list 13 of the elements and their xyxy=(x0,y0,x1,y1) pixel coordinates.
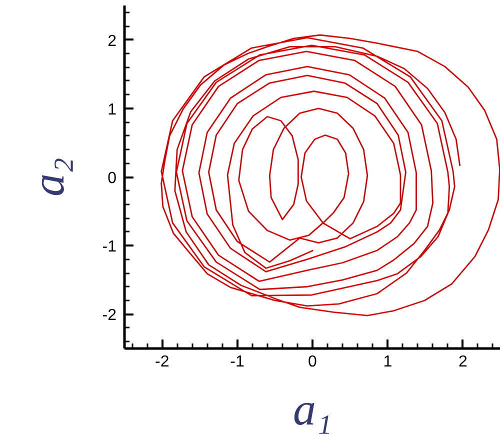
x-tick-label: 1 xyxy=(383,354,392,370)
x-axis-title: a₁ xyxy=(293,384,332,434)
y-axis-title: a₂ xyxy=(22,157,74,196)
x-tick-label: 2 xyxy=(458,354,468,370)
y-tick-label: 1 xyxy=(108,101,117,118)
y-tick-label: -1 xyxy=(102,238,117,256)
y-tick-label: 0 xyxy=(108,170,117,187)
y-tick-label: 2 xyxy=(108,32,117,50)
line-series xyxy=(160,34,500,316)
x-tick-label: -2 xyxy=(154,354,170,370)
x-tick-label: -1 xyxy=(230,354,245,370)
y-tick-label: -2 xyxy=(102,307,117,324)
x-tick-label: 0 xyxy=(308,354,318,370)
